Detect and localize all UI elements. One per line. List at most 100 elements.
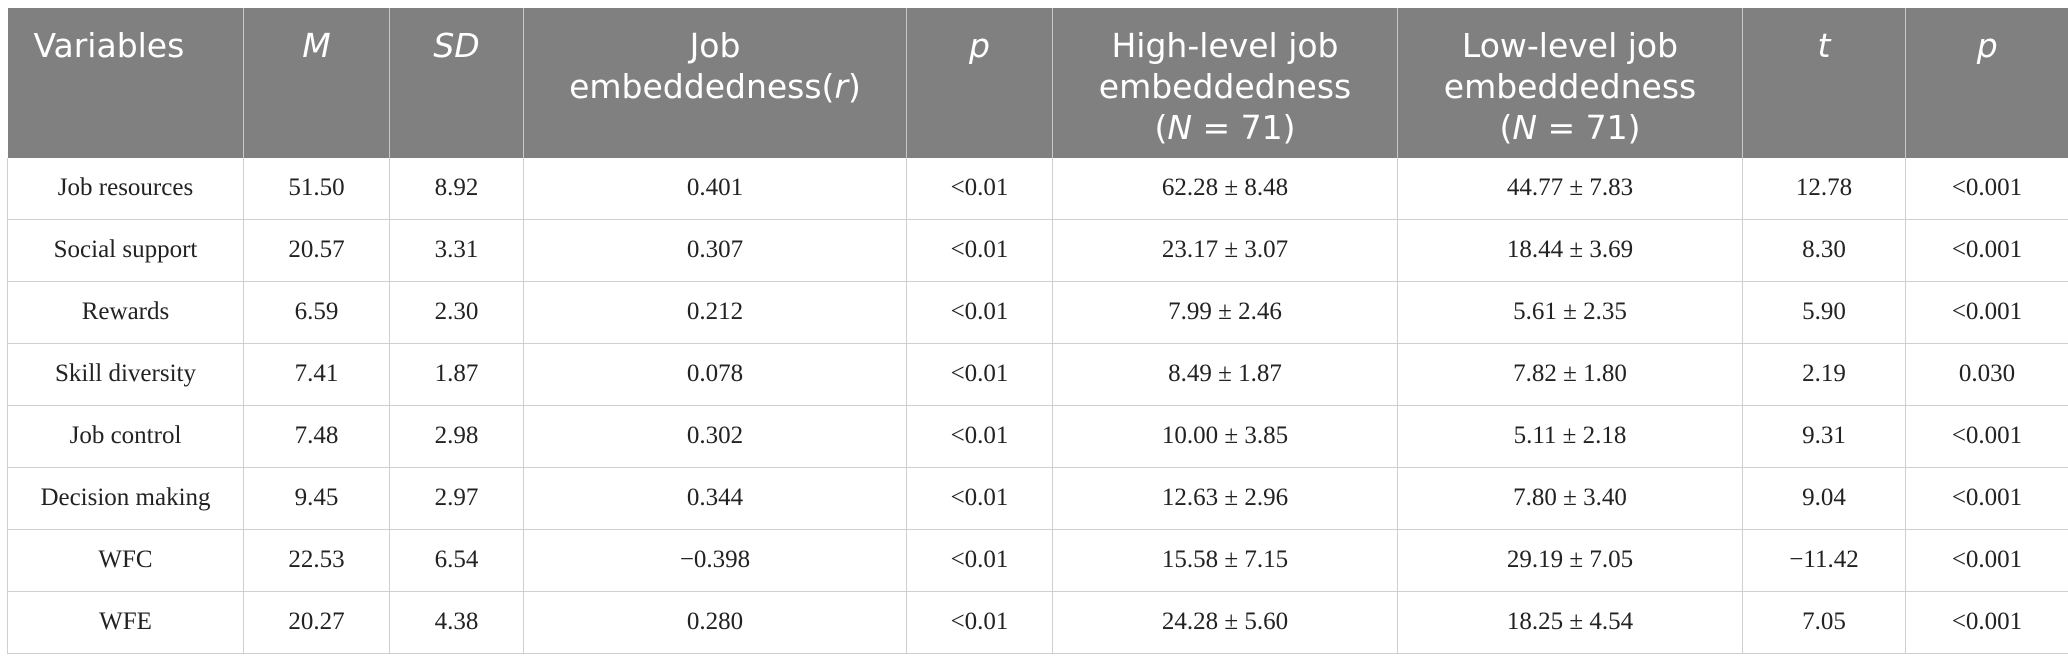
header-line: (N = 71) <box>1059 107 1391 148</box>
cell-job-embeddedness-r: 0.212 <box>523 281 907 344</box>
cell-mean: 51.50 <box>243 158 390 220</box>
cell-p-ttest: <0.001 <box>1905 281 2068 344</box>
header-mean: M <box>243 8 390 158</box>
cell-p-ttest: <0.001 <box>1905 467 2068 530</box>
cell-high-level: 62.28 ± 8.48 <box>1052 158 1398 220</box>
header-sd: SD <box>389 8 524 158</box>
cell-job-embeddedness-r: 0.302 <box>523 405 907 468</box>
cell-mean: 7.41 <box>243 343 390 406</box>
cell-t: 9.31 <box>1742 405 1906 468</box>
cell-p-ttest: <0.001 <box>1905 158 2068 220</box>
cell-high-level: 23.17 ± 3.07 <box>1052 219 1398 282</box>
header-t: t <box>1742 8 1906 158</box>
cell-high-level: 15.58 ± 7.15 <box>1052 529 1398 592</box>
cell-high-level: 10.00 ± 3.85 <box>1052 405 1398 468</box>
cell-sd: 1.87 <box>389 343 524 406</box>
cell-high-level: 8.49 ± 1.87 <box>1052 343 1398 406</box>
cell-variable: Skill diversity <box>7 343 244 406</box>
cell-p-correlation: <0.01 <box>906 281 1053 344</box>
statistics-table: Variables M SD Job embeddedness(r) p High-leve… <box>7 8 2068 654</box>
header-italic-text: r <box>834 67 849 106</box>
cell-p-ttest: <0.001 <box>1905 405 2068 468</box>
header-italic-text: M <box>302 26 331 65</box>
cell-p-ttest: <0.001 <box>1905 591 2068 654</box>
cell-sd: 6.54 <box>389 529 524 592</box>
header-text: ( <box>1154 108 1168 147</box>
table-row: Decision making 9.45 2.97 0.344 <0.01 12.63 ±… <box>7 467 2068 530</box>
cell-variable: WFE <box>7 591 244 654</box>
cell-p-correlation: <0.01 <box>906 219 1053 282</box>
header-low-level-job-embeddedness: Low-level job embeddedness (N = 71) <box>1397 8 1743 158</box>
cell-t: 5.90 <box>1742 281 1906 344</box>
table-row: WFE 20.27 4.38 0.280 <0.01 24.28 ± 5.60 18.25 … <box>7 591 2068 654</box>
cell-low-level: 44.77 ± 7.83 <box>1397 158 1743 220</box>
table-row: WFC 22.53 6.54 −0.398 <0.01 15.58 ± 7.15 29.19… <box>7 529 2068 592</box>
header-variables: Variables <box>7 8 244 158</box>
header-line: embeddedness(r) <box>530 66 900 107</box>
cell-high-level: 7.99 ± 2.46 <box>1052 281 1398 344</box>
cell-low-level: 5.11 ± 2.18 <box>1397 405 1743 468</box>
cell-sd: 3.31 <box>389 219 524 282</box>
cell-p-ttest: <0.001 <box>1905 219 2068 282</box>
cell-mean: 20.57 <box>243 219 390 282</box>
cell-t: 12.78 <box>1742 158 1906 220</box>
header-italic-text: t <box>1817 26 1831 65</box>
table-row: Social support 20.57 3.31 0.307 <0.01 23.17 ±… <box>7 219 2068 282</box>
header-high-level-job-embeddedness: High-level job embeddedness (N = 71) <box>1052 8 1398 158</box>
cell-variable: Job resources <box>7 158 244 220</box>
cell-job-embeddedness-r: −0.398 <box>523 529 907 592</box>
cell-t: 8.30 <box>1742 219 1906 282</box>
header-line: High-level job <box>1059 25 1391 66</box>
cell-job-embeddedness-r: 0.280 <box>523 591 907 654</box>
cell-low-level: 18.25 ± 4.54 <box>1397 591 1743 654</box>
header-p-ttest: p <box>1905 8 2068 158</box>
cell-variable: WFC <box>7 529 244 592</box>
cell-job-embeddedness-r: 0.078 <box>523 343 907 406</box>
cell-mean: 20.27 <box>243 591 390 654</box>
cell-t: −11.42 <box>1742 529 1906 592</box>
cell-high-level: 12.63 ± 2.96 <box>1052 467 1398 530</box>
cell-variable: Decision making <box>7 467 244 530</box>
header-text: Low-level job <box>1461 26 1679 65</box>
cell-job-embeddedness-r: 0.307 <box>523 219 907 282</box>
header-text: ( <box>1499 108 1513 147</box>
table-row: Skill diversity 7.41 1.87 0.078 <0.01 8.49 ± … <box>7 343 2068 406</box>
table-header: Variables M SD Job embeddedness(r) p High-leve… <box>7 8 2068 158</box>
table-row: Rewards 6.59 2.30 0.212 <0.01 7.99 ± 2.46 5.61… <box>7 281 2068 344</box>
header-text: Variables <box>33 26 185 65</box>
cell-p-correlation: <0.01 <box>906 158 1053 220</box>
cell-p-ttest: 0.030 <box>1905 343 2068 406</box>
header-italic-text: p <box>1976 26 1998 65</box>
header-italic-text: SD <box>433 26 480 65</box>
cell-sd: 2.30 <box>389 281 524 344</box>
header-text: Job <box>689 26 741 65</box>
header-text: = 71) <box>1537 108 1641 147</box>
cell-job-embeddedness-r: 0.401 <box>523 158 907 220</box>
header-job-embeddedness-r: Job embeddedness(r) <box>523 8 907 158</box>
cell-sd: 8.92 <box>389 158 524 220</box>
cell-low-level: 5.61 ± 2.35 <box>1397 281 1743 344</box>
cell-p-correlation: <0.01 <box>906 405 1053 468</box>
cell-variable: Social support <box>7 219 244 282</box>
header-text: ) <box>848 67 861 106</box>
cell-low-level: 7.80 ± 3.40 <box>1397 467 1743 530</box>
cell-p-correlation: <0.01 <box>906 467 1053 530</box>
cell-mean: 9.45 <box>243 467 390 530</box>
cell-mean: 6.59 <box>243 281 390 344</box>
cell-mean: 22.53 <box>243 529 390 592</box>
cell-p-ttest: <0.001 <box>1905 529 2068 592</box>
header-text: embeddedness <box>1443 67 1697 106</box>
cell-sd: 4.38 <box>389 591 524 654</box>
cell-sd: 2.97 <box>389 467 524 530</box>
cell-job-embeddedness-r: 0.344 <box>523 467 907 530</box>
header-text: High-level job <box>1111 26 1339 65</box>
table-row: Job control 7.48 2.98 0.302 <0.01 10.00 ± 3.8… <box>7 405 2068 468</box>
header-line: (N = 71) <box>1404 107 1736 148</box>
cell-mean: 7.48 <box>243 405 390 468</box>
cell-sd: 2.98 <box>389 405 524 468</box>
cell-low-level: 7.82 ± 1.80 <box>1397 343 1743 406</box>
data-table-container: Variables M SD Job embeddedness(r) p High-leve… <box>7 8 2068 654</box>
table-body: Job resources 51.50 8.92 0.401 <0.01 62.28 ± … <box>7 158 2068 654</box>
cell-t: 9.04 <box>1742 467 1906 530</box>
cell-t: 7.05 <box>1742 591 1906 654</box>
